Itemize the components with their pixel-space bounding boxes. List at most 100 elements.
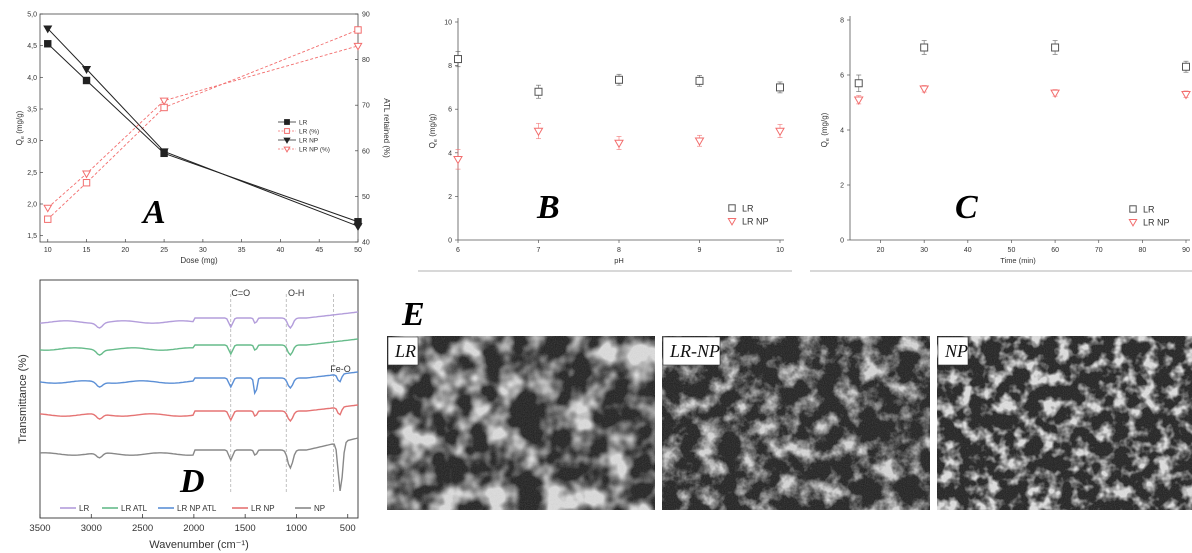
data-point-2-0 <box>43 25 53 34</box>
legend-label: LR <box>1143 205 1155 215</box>
sem-label-box <box>387 336 419 366</box>
x-tick-label: 80 <box>1138 247 1146 254</box>
y-tick-label: 4,0 <box>27 75 37 82</box>
y-tick-label: 0 <box>840 238 844 245</box>
y-tick-label: 2 <box>840 183 844 190</box>
data-point-1-3 <box>694 137 705 147</box>
x-tick-label: 7 <box>537 247 541 254</box>
data-point-3-3 <box>353 42 363 51</box>
y-tick-label: 2,5 <box>27 170 37 177</box>
y-tick-label: 3,0 <box>27 138 37 145</box>
series-line-1 <box>47 29 359 220</box>
x-tick-label: 25 <box>160 247 168 254</box>
sem-label-box <box>662 336 721 366</box>
legend-label: LR ATL <box>121 504 148 513</box>
sem-grain <box>937 336 1192 510</box>
x-tick-label: 90 <box>1182 247 1190 254</box>
legend-marker <box>284 119 290 125</box>
data-point-2-2 <box>159 148 169 157</box>
series-line-2 <box>47 28 359 227</box>
y-tick-label: 8 <box>448 63 452 70</box>
legend-marker <box>283 137 291 144</box>
plot-frame <box>39 279 359 519</box>
x-tick-label: 3500 <box>29 523 50 534</box>
x-tick-label: 10 <box>44 247 52 254</box>
y-axis-label: Qe (mg/g) <box>428 113 439 148</box>
data-point-0-1 <box>82 76 91 85</box>
data-point-2-3 <box>353 223 363 232</box>
data-point-0-1 <box>920 43 929 52</box>
series-line-0 <box>47 43 359 223</box>
panel-e-sem-images: LR LR-NP NP <box>387 336 1192 510</box>
y-tick-label: 2 <box>448 194 452 201</box>
data-point-0-2 <box>615 75 623 84</box>
legend-marker <box>284 128 290 134</box>
data-point-1-3 <box>354 26 362 34</box>
legend-marker <box>1129 205 1137 213</box>
panel-a-letter: A <box>141 194 166 231</box>
spectrum-0 <box>39 311 359 330</box>
y-tick-label: 8 <box>840 18 844 25</box>
sem-image-2: NP <box>937 336 1192 510</box>
series-line-3 <box>47 45 359 209</box>
data-point-1-3 <box>1181 90 1191 100</box>
panel-e-letter: E <box>401 296 425 333</box>
data-point-0-4 <box>776 83 784 92</box>
sem-label: NP <box>944 341 968 361</box>
legend-marker <box>727 217 737 226</box>
x-tick-label: 2500 <box>132 523 153 534</box>
x-axis-label: pH <box>614 256 624 265</box>
y-axis-label: Transmittance (%) <box>17 354 29 443</box>
y2-tick-label: 80 <box>362 57 370 64</box>
y-axis-label: Qe (mg/g) <box>15 110 26 145</box>
data-point-3-1 <box>81 170 92 179</box>
y-tick-label: 6 <box>448 107 452 114</box>
y2-tick-label: 60 <box>362 148 370 155</box>
panel-c-letter: C <box>955 189 978 226</box>
panel-b-chart: 6 7 8 9 10 0 2 4 6 8 10 pH Qe (mg/g) LR LR NP <box>418 18 792 272</box>
data-point-1-2 <box>614 139 624 149</box>
y-tick-label: 5,0 <box>27 12 37 19</box>
panel-b-letter: B <box>536 189 560 226</box>
x-tick-label: 20 <box>877 247 885 254</box>
legend-label: LR NP <box>251 504 275 513</box>
x-axis-label: Dose (mg) <box>180 256 218 265</box>
data-point-1-1 <box>533 127 544 137</box>
annotation-2: Fe-O <box>330 364 351 374</box>
annotation-1: O-H <box>288 288 305 298</box>
x-tick-label: 500 <box>340 523 356 534</box>
x-axis-label: Wavenumber (cm⁻¹) <box>149 539 249 551</box>
data-point-0-1 <box>534 87 543 96</box>
y-tick-label: 1,5 <box>27 233 37 240</box>
x-tick-label: 15 <box>83 247 91 254</box>
x-tick-label: 3000 <box>81 523 102 534</box>
data-point-3-2 <box>159 97 169 106</box>
legend-label: LR NP (%) <box>299 147 330 154</box>
x-tick-label: 9 <box>698 247 702 254</box>
legend-label: NP <box>314 504 325 513</box>
x-tick-label: 60 <box>1051 247 1059 254</box>
plot-frame <box>39 13 359 243</box>
panel-d-chart: 3500 3000 2500 2000 1500 1000 500 Wavenumber (c… <box>17 279 359 551</box>
sem-image-0: LR <box>387 336 655 510</box>
x-tick-label: 6 <box>456 247 460 254</box>
x-tick-label: 1000 <box>286 523 307 534</box>
x-tick-label: 30 <box>199 247 207 254</box>
sem-grain <box>387 336 655 510</box>
data-point-1-0 <box>453 156 463 165</box>
data-point-2-1 <box>81 66 92 74</box>
legend-label: LR NP ATL <box>177 504 217 513</box>
x-tick-label: 2000 <box>183 523 204 534</box>
data-point-1-4 <box>775 127 785 137</box>
y2-axis-label: ATL retained (%) <box>382 98 391 158</box>
sem-label: LR <box>394 341 416 361</box>
x-tick-label: 40 <box>964 247 972 254</box>
legend-label: LR NP <box>1143 218 1170 228</box>
data-point-0-0 <box>44 40 52 48</box>
y-tick-label: 2,0 <box>27 202 37 209</box>
data-point-1-1 <box>919 85 930 94</box>
y-tick-label: 4,5 <box>27 43 37 50</box>
spectrum-1 <box>39 338 359 357</box>
spectrum-2 <box>39 371 359 396</box>
